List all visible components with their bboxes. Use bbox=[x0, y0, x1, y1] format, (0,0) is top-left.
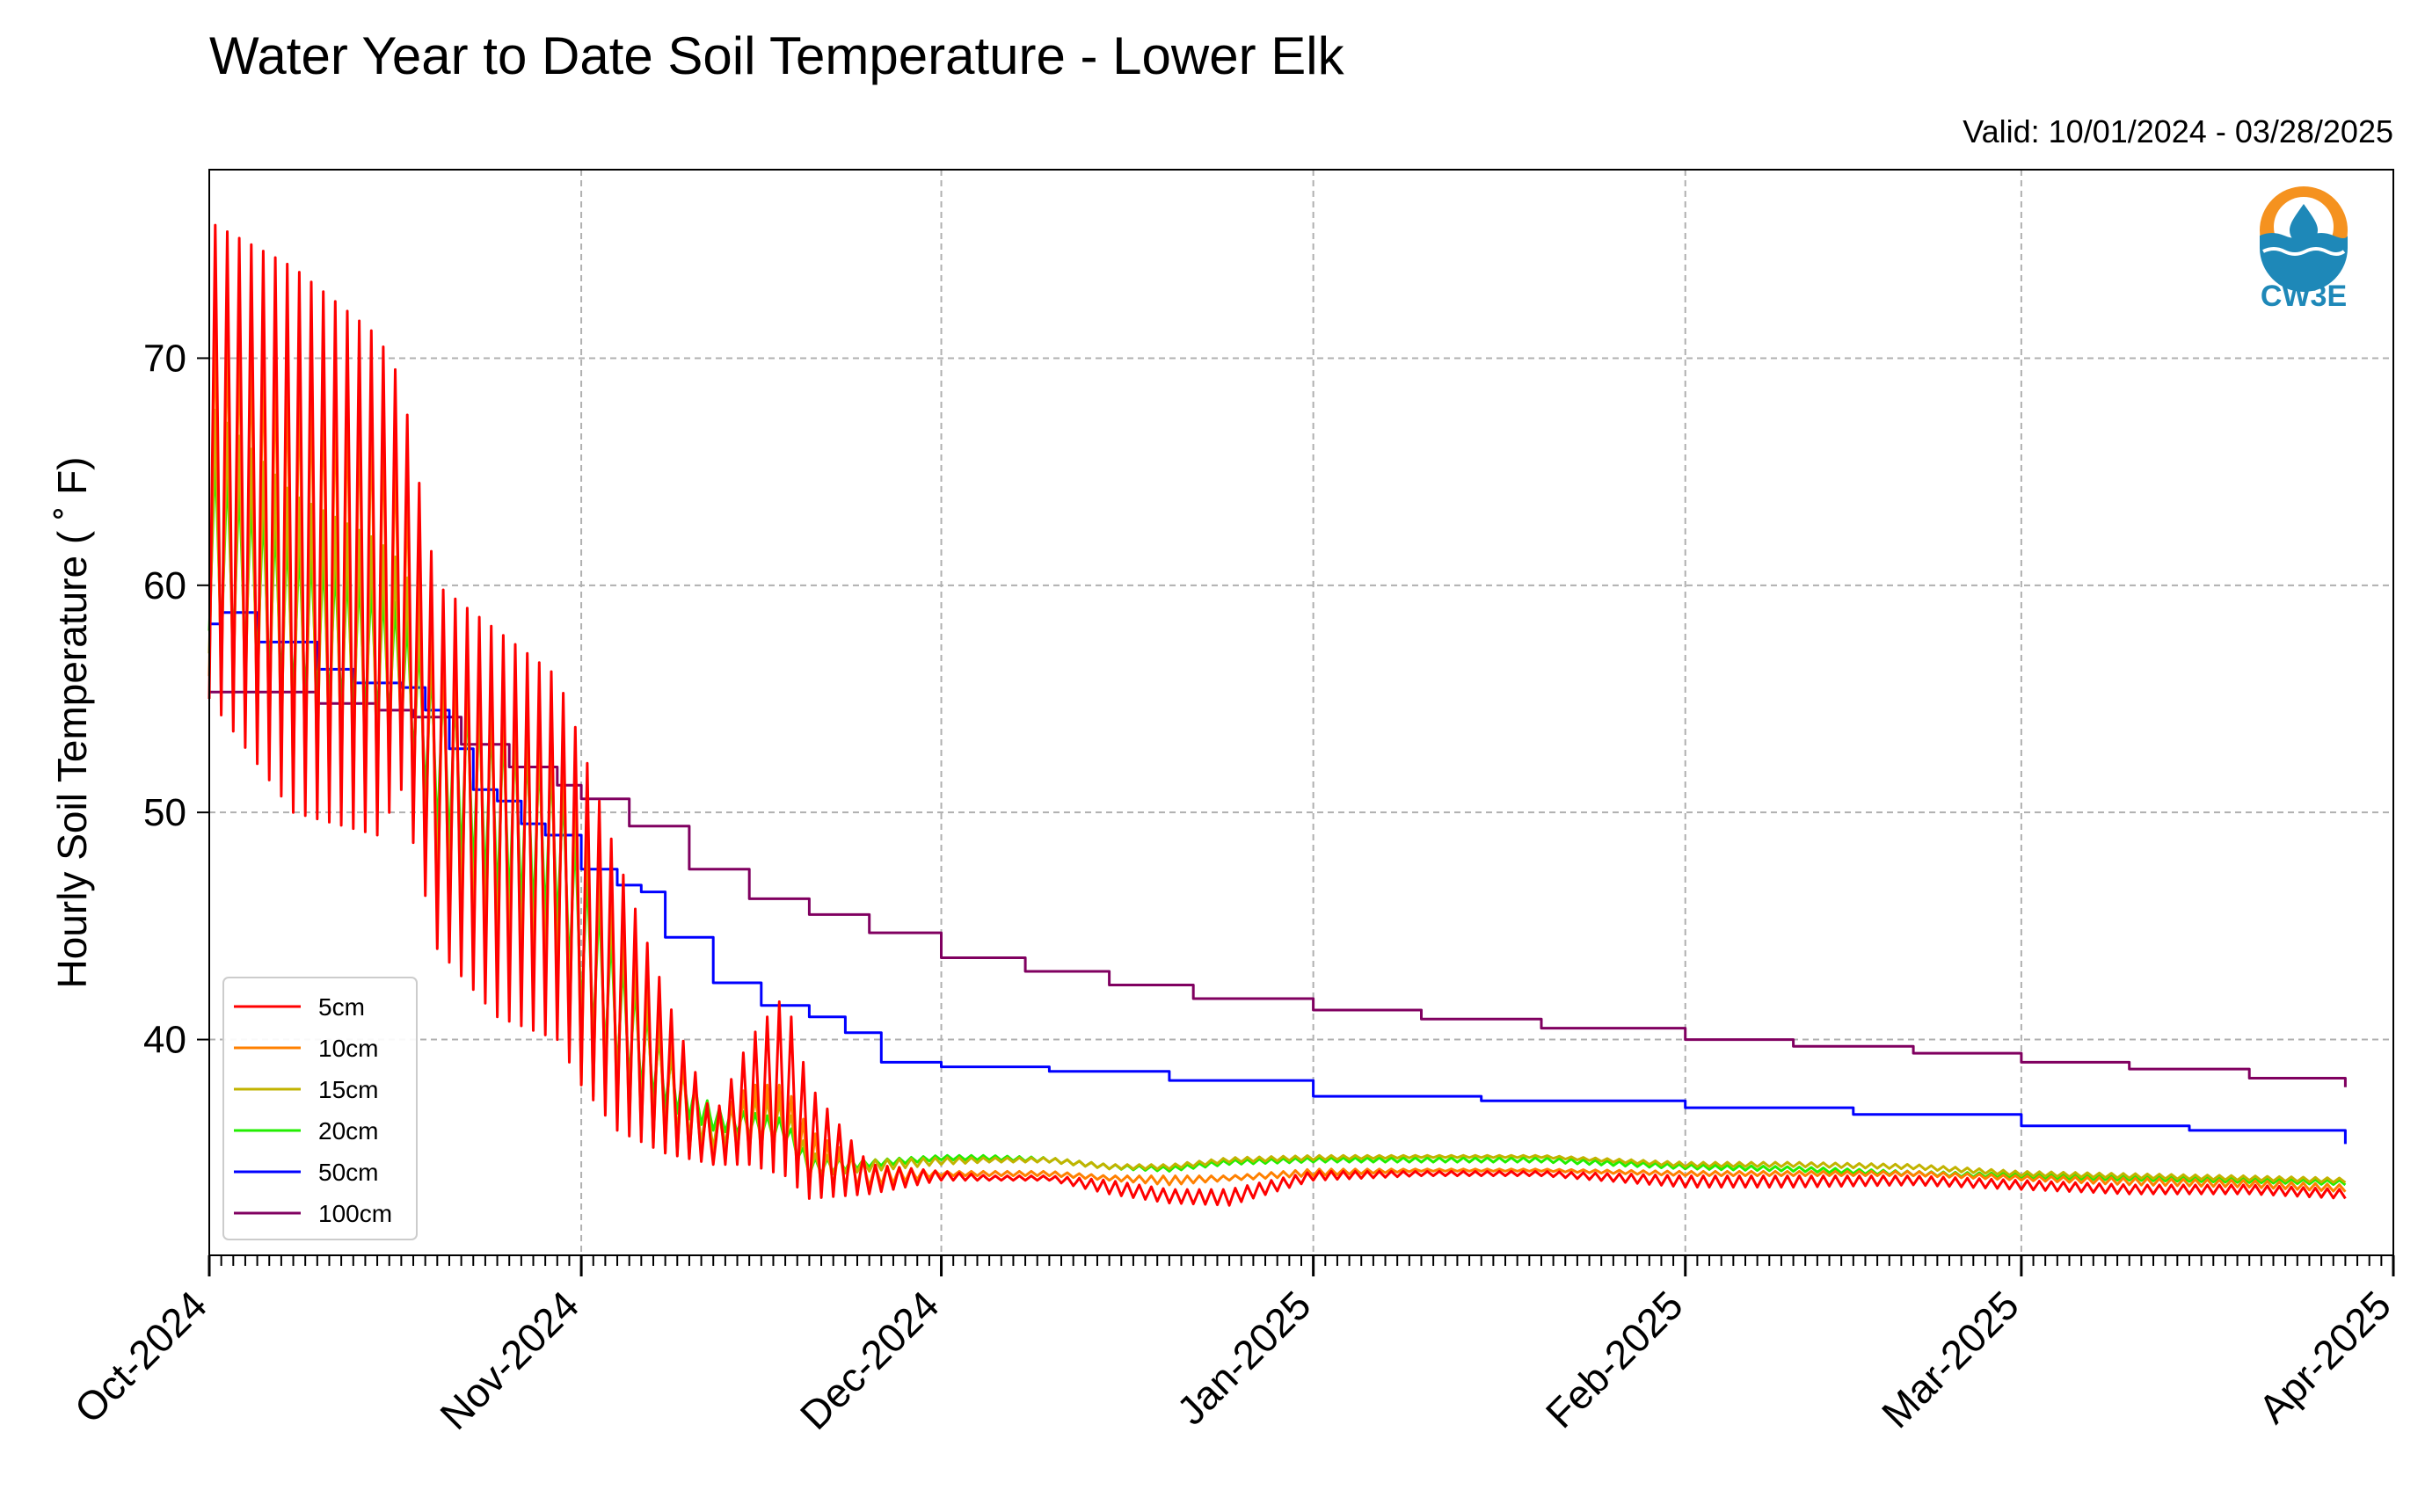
y-tick-label: 70 bbox=[143, 337, 186, 380]
x-tick-label: Nov-2024 bbox=[431, 1282, 587, 1438]
plot-frame bbox=[208, 169, 2394, 1256]
legend: 5cm 10cm 15cm 20cm 50cm 100cm bbox=[222, 977, 418, 1240]
axes: Oct-2024 Nov-2024 Dec-2024 Jan-2025 Feb-2025… bbox=[66, 337, 2400, 1438]
x-tick-label: Apr-2025 bbox=[2249, 1282, 2400, 1432]
legend-label-100cm: 100cm bbox=[318, 1200, 392, 1227]
series-line-5cm bbox=[208, 223, 2347, 1207]
logo-wave-stripe-icon bbox=[2262, 247, 2346, 256]
cw3e-logo: CW3E bbox=[2260, 186, 2348, 313]
y-tick-label: 40 bbox=[143, 1019, 186, 1062]
y-axis-label: Hourly Soil Temperature ( ˚ F) bbox=[49, 457, 95, 989]
legend-box bbox=[222, 977, 418, 1240]
y-tick-label: 50 bbox=[143, 791, 186, 834]
x-tick-label: Mar-2025 bbox=[1873, 1282, 2028, 1436]
legend-label-5cm: 5cm bbox=[318, 993, 365, 1021]
logo-waves-icon bbox=[2260, 233, 2348, 292]
legend-label-20cm: 20cm bbox=[318, 1117, 378, 1145]
x-tick-label: Dec-2024 bbox=[791, 1282, 948, 1438]
chart-subtitle: Valid: 10/01/2024 - 03/28/2025 bbox=[1963, 113, 2393, 149]
series-lines bbox=[208, 223, 2347, 1207]
logo-droplet-icon bbox=[2290, 204, 2318, 244]
series-line-50cm bbox=[209, 611, 2347, 1145]
chart-title: Water Year to Date Soil Temperature - Lo… bbox=[209, 26, 1345, 85]
series-line-100cm bbox=[209, 690, 2347, 1087]
x-tick-label: Jan-2025 bbox=[1168, 1282, 1319, 1433]
grid-lines bbox=[209, 170, 2393, 1255]
x-tick-label: Oct-2024 bbox=[66, 1282, 216, 1432]
logo-text: CW3E bbox=[2261, 280, 2347, 313]
x-tick-label: Feb-2025 bbox=[1537, 1282, 1692, 1436]
legend-label-50cm: 50cm bbox=[318, 1159, 378, 1186]
legend-label-10cm: 10cm bbox=[318, 1035, 378, 1062]
y-tick-label: 60 bbox=[143, 564, 186, 607]
legend-label-15cm: 15cm bbox=[318, 1076, 378, 1103]
